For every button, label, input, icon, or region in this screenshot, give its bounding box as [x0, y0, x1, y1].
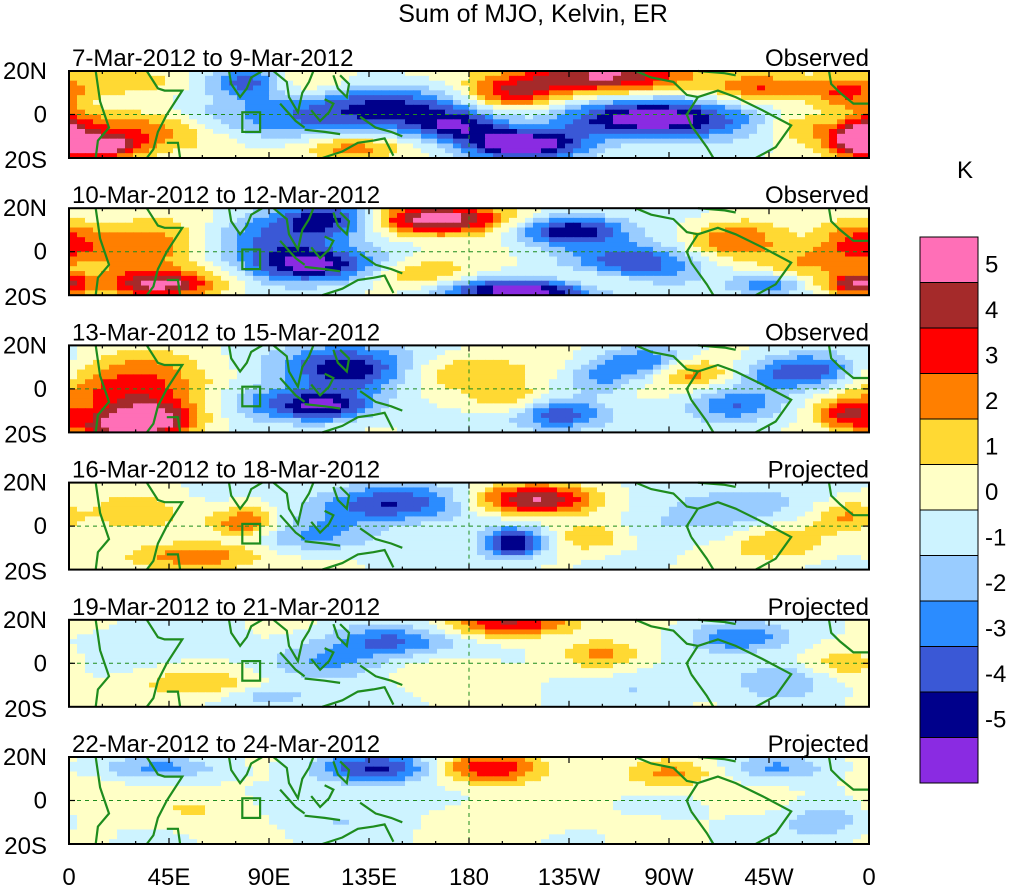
lat-label: 20N: [3, 744, 47, 771]
lon-label: 45E: [148, 864, 191, 889]
colorbar-label: 1: [985, 434, 998, 461]
colorbar-label: -2: [985, 570, 1006, 597]
colorbar-swatch: [919, 327, 979, 374]
lat-label: 20S: [4, 696, 47, 723]
lon-label: 90E: [248, 864, 291, 889]
panel-date-range: 19-Mar-2012 to 21-Mar-2012: [72, 594, 380, 621]
lat-label: 0: [34, 513, 47, 540]
region-box: [241, 385, 262, 408]
lat-label: 20S: [4, 421, 47, 448]
colorbar-swatch: [919, 691, 979, 738]
colorbar-label: 5: [985, 252, 998, 279]
lat-label: 20N: [3, 607, 47, 634]
lat-label: 20N: [3, 470, 47, 497]
lon-label: 0: [62, 864, 75, 889]
temperature-anomaly-field: [69, 757, 870, 845]
panel-status: Projected: [768, 594, 869, 621]
panel-status: Projected: [768, 731, 869, 758]
panel-date-range: 7-Mar-2012 to 9-Mar-2012: [72, 45, 353, 72]
panel-2: 20N 0 20S 10-Mar-2012 to 12-Mar-2012 Observe…: [3, 182, 870, 311]
colorbar-label: 3: [985, 343, 998, 370]
region-box: [241, 797, 262, 819]
lat-label: 0: [34, 102, 47, 129]
panel-status: Observed: [765, 45, 869, 72]
region-box: [241, 659, 262, 682]
panel-status: Observed: [765, 319, 869, 346]
lat-label: 20S: [4, 147, 47, 174]
lon-label: 90W: [644, 864, 694, 889]
panel-4: 20N 0 20S 16-Mar-2012 to 18-Mar-2012 Project…: [3, 457, 870, 586]
lat-label: 20N: [3, 332, 47, 359]
colorbar-label: 2: [985, 388, 998, 415]
colorbar-swatch: [919, 282, 979, 329]
colorbar-swatch: [919, 418, 979, 465]
lat-label: 20S: [4, 559, 47, 586]
panel-status: Observed: [765, 182, 869, 209]
lon-label: 135W: [538, 864, 601, 889]
figure-title: Sum of MJO, Kelvin, ER: [398, 0, 668, 28]
colorbar-swatch: [919, 646, 979, 693]
lat-label: 0: [34, 376, 47, 403]
panel-date-range: 10-Mar-2012 to 12-Mar-2012: [72, 182, 380, 209]
lon-label: 0: [862, 864, 875, 889]
panel-1: 20N 0 20S 7-Mar-2012 to 9-Mar-2012 Observed: [3, 45, 870, 174]
colorbar-label: 4: [985, 297, 998, 324]
panel-6: 20N 0 20S 22-Mar-2012 to 24-Mar-2012 Project…: [3, 731, 870, 860]
panel-date-range: 16-Mar-2012 to 18-Mar-2012: [72, 457, 380, 484]
colorbar-swatch: [919, 464, 979, 511]
panel-status: Projected: [768, 457, 869, 484]
panel-date-range: 22-Mar-2012 to 24-Mar-2012: [72, 731, 380, 758]
lon-label: 180: [449, 864, 489, 889]
lat-label: 20S: [4, 833, 47, 860]
lon-label: 135E: [341, 864, 397, 889]
colorbar-swatch: [919, 600, 979, 647]
coastlines: [94, 207, 869, 297]
region-box: [241, 248, 262, 271]
colorbar-label: -5: [985, 707, 1006, 734]
lat-label: 0: [34, 788, 47, 815]
coastlines: [94, 69, 869, 160]
colorbar: K 5 4 3 2 1 0 -1 -2 -3 -4 -5: [919, 157, 1006, 784]
colorbar-swatch: [919, 555, 979, 602]
panel-date-range: 13-Mar-2012 to 15-Mar-2012: [72, 319, 380, 346]
colorbar-label: -3: [985, 616, 1006, 643]
colorbar-label: -1: [985, 525, 1006, 552]
colorbar-label: -4: [985, 661, 1006, 688]
temperature-anomaly-field: [69, 345, 870, 433]
colorbar-label: 0: [985, 479, 998, 506]
temperature-anomaly-field: [69, 619, 870, 708]
temperature-anomaly-field: [69, 71, 870, 159]
region-box: [241, 522, 262, 545]
coastlines: [94, 481, 869, 571]
lat-label: 0: [34, 239, 47, 266]
colorbar-swatch: [919, 737, 979, 784]
colorbar-swatch: [919, 236, 979, 283]
longitude-axis: 0 45E 90E 135E 180 135W 90W 45W 0: [62, 864, 875, 889]
colorbar-swatch: [919, 373, 979, 420]
panel-3: 20N 0 20S 13-Mar-2012 to 15-Mar-2012 Observe…: [3, 319, 870, 448]
lat-label: 20N: [3, 195, 47, 222]
colorbar-swatch: [919, 509, 979, 556]
colorbar-unit: K: [957, 157, 973, 184]
lat-label: 0: [34, 650, 47, 677]
lon-label: 45W: [744, 864, 794, 889]
lat-label: 20S: [4, 284, 47, 311]
coastlines: [94, 344, 869, 434]
temperature-anomaly-field: [69, 482, 870, 571]
region-box: [241, 111, 262, 134]
coastlines: [94, 755, 869, 846]
lat-label: 20N: [3, 58, 47, 85]
panel-5: 20N 0 20S 19-Mar-2012 to 21-Mar-2012 Project…: [3, 594, 870, 723]
